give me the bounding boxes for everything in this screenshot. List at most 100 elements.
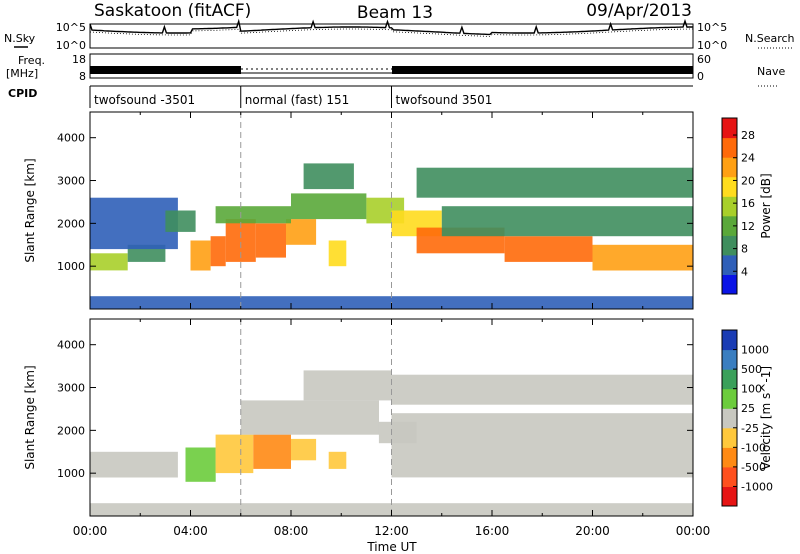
noise-tick-hi-right: 10^5 [697, 21, 727, 34]
heatmap-cell [328, 451, 347, 469]
velocity-panel: 1000 2000 3000 4000 Slant Range [km] [23, 318, 694, 517]
colorbar-tick-label: 12 [741, 220, 755, 233]
heatmap-cell [391, 374, 693, 405]
velocity-axes: 1000 2000 3000 4000 Slant Range [km] [23, 319, 694, 516]
colorbar-tick-label: 8 [741, 243, 748, 256]
y-tick-label: 4000 [57, 339, 85, 352]
power-colorbar: 4 8 12 16 20 24 28 Power [dB] [721, 117, 773, 295]
colorbar-swatch [722, 447, 737, 468]
x-tick-label: 20:00 [575, 524, 610, 538]
colorbar-tick-label: 28 [741, 129, 755, 142]
heatmap-cell [90, 451, 178, 478]
cpid-segment-label: twofsound -3501 [94, 93, 195, 107]
y-tick-label: 4000 [57, 132, 85, 145]
heatmap-cell [441, 206, 694, 237]
heatmap-cell [286, 219, 317, 245]
n-search-label: N.Search [745, 32, 795, 45]
noise-tick-lo-right: 10^0 [697, 39, 727, 52]
nave-tick-hi: 60 [697, 53, 711, 66]
x-tick-label: 08:00 [274, 524, 309, 538]
nave-label: Nave [757, 65, 785, 78]
heatmap-cell [391, 413, 693, 478]
y-tick-label: 1000 [57, 467, 85, 480]
y-tick-label: 2000 [57, 424, 85, 437]
colorbar-tick-label: -100 [741, 441, 766, 454]
date-title: 09/Apr/2013 [586, 1, 692, 21]
colorbar-swatch [722, 349, 737, 370]
colorbar-tick-label: 4 [741, 265, 748, 278]
y-axis-title: Slant Range [km] [23, 158, 37, 262]
y-tick-label: 2000 [57, 217, 85, 230]
colorbar-swatch [722, 157, 737, 178]
heatmap-cell [504, 236, 593, 262]
colorbar-swatch [722, 427, 737, 448]
noise-sky-line [89, 18, 693, 36]
noise-search-line [89, 28, 693, 37]
colorbar-swatch [722, 408, 737, 429]
x-axis-title: Time UT [366, 540, 417, 554]
velocity-heatmap [90, 370, 693, 516]
noise-tick-lo-left: 10^0 [56, 39, 86, 52]
freq-tick-lo-left: 8 [79, 70, 86, 83]
cpid-label: CPID [8, 87, 37, 100]
heatmap-cell [328, 240, 347, 267]
power-panel: 1000 2000 3000 4000 Slant Range [km] [23, 111, 694, 310]
colorbar-tick-label: 20 [741, 174, 755, 187]
colorbar-tick-label: 24 [741, 152, 755, 165]
heatmap-cell [190, 240, 211, 271]
heatmap-cell [416, 167, 693, 198]
colorbar-title: Velocity [m s^-1] [759, 366, 773, 470]
freq-tick-hi-left: 18 [72, 53, 86, 66]
heatmap-cell [240, 400, 379, 435]
noise-panel [89, 18, 694, 49]
colorbar-swatch [722, 118, 737, 139]
colorbar-swatch [722, 176, 737, 197]
heatmap-cell [255, 223, 286, 258]
heatmap-cell [90, 253, 128, 271]
y-tick-label: 3000 [57, 382, 85, 395]
colorbar-tick-label: -500 [741, 461, 766, 474]
colorbar-swatch [722, 137, 737, 158]
freq-band-twofsound-b [392, 66, 693, 74]
colorbar-swatch [722, 388, 737, 409]
colorbar-swatch [722, 330, 737, 351]
colorbar-tick-label: 16 [741, 197, 755, 210]
y-axis-title: Slant Range [km] [23, 365, 37, 469]
x-tick-label: 04:00 [173, 524, 208, 538]
freq-band-twofsound-a [90, 66, 241, 74]
colorbar-tick-label: 25 [741, 402, 755, 415]
colorbar-tick-label: -25 [741, 422, 759, 435]
heatmap-cell [90, 197, 178, 250]
colorbar-swatch [722, 466, 737, 487]
heatmap-cell [592, 244, 693, 271]
colorbar-frame [721, 329, 738, 507]
nave-tick-lo: 0 [697, 70, 704, 83]
colorbar-tick-label: -1000 [741, 480, 773, 493]
colorbar-swatch [722, 196, 737, 217]
station-title: Saskatoon (fitACF) [94, 1, 251, 21]
x-tick-label: 00:00 [73, 524, 108, 538]
noise-panel-frame [89, 23, 694, 49]
colorbar-swatch [722, 254, 737, 275]
x-tick-label: 00:00 [676, 524, 711, 538]
x-axis-ticks: 00:00 04:00 08:00 12:00 16:00 20:00 00:00 [73, 524, 711, 538]
heatmap-cell [185, 447, 216, 482]
y-tick-label: 3000 [57, 175, 85, 188]
freq-label-line2: [MHz] [6, 67, 38, 80]
heatmap-cell [210, 236, 226, 267]
freq-label-line1: Freq. [18, 54, 45, 67]
x-tick-label: 12:00 [374, 524, 409, 538]
power-heatmap [90, 163, 694, 309]
colorbar-title: Power [dB] [759, 173, 773, 238]
cpid-strip: twofsound -3501 normal (fast) 151 twofsoun… [89, 85, 693, 108]
heatmap-cell [165, 210, 196, 232]
beam-title: Beam 13 [357, 3, 433, 23]
colorbar-frame [721, 117, 738, 295]
colorbar-swatch [722, 274, 737, 295]
colorbar-swatch [722, 486, 737, 507]
colorbar-swatch [722, 235, 737, 256]
heatmap-cell [291, 193, 367, 220]
n-sky-label: N.Sky [4, 32, 36, 45]
velocity-colorbar: 1000 500 100 25 -25 -100 -500 -1000 Velocity [m … [721, 329, 773, 507]
